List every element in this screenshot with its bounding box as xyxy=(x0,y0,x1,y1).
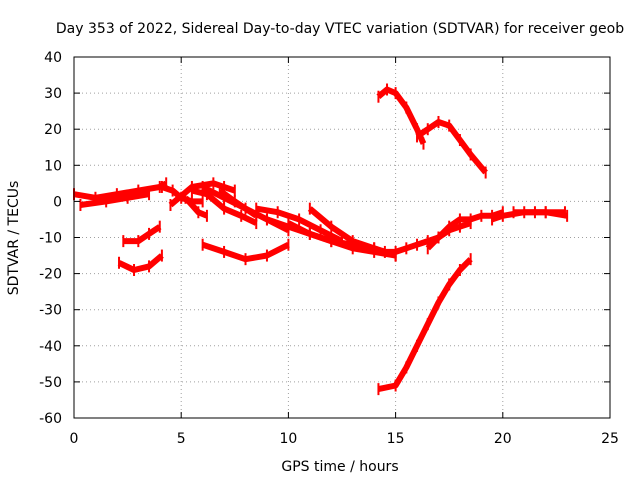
y-tick-label: 0 xyxy=(53,194,62,210)
series-line-track-20 xyxy=(376,86,427,145)
x-axis-label: GPS time / hours xyxy=(281,459,398,475)
y-tick-label: -50 xyxy=(39,375,62,391)
series-line-track-3 xyxy=(123,224,162,245)
y-tick-label: -10 xyxy=(39,231,62,247)
chart-title: Day 353 of 2022, Sidereal Day-to-day VTE… xyxy=(56,21,624,37)
y-tick-label: 30 xyxy=(44,86,62,102)
x-axis-ticks: 0 5 10 15 20 25 xyxy=(70,57,619,447)
y-tick-label: 40 xyxy=(44,50,62,66)
y-axis-ticks: -60 -50 -40 -30 -20 -10 0 10 20 30 40 xyxy=(39,50,610,427)
y-tick-label: -30 xyxy=(39,303,62,319)
x-tick-label: 10 xyxy=(279,431,297,447)
y-tick-label: -20 xyxy=(39,267,62,283)
series-line-track-2 xyxy=(79,191,150,208)
x-tick-label: 15 xyxy=(387,431,405,447)
data-series xyxy=(73,83,569,396)
series-line-track-17 xyxy=(425,209,504,251)
y-tick-label: -60 xyxy=(39,411,62,427)
x-tick-label: 5 xyxy=(177,431,186,447)
y-axis-label: SDTVAR / TECUs xyxy=(6,181,22,296)
y-tick-label: -40 xyxy=(39,339,62,355)
y-tick-label: 20 xyxy=(44,122,62,138)
x-tick-label: 20 xyxy=(494,431,512,447)
x-tick-label: 0 xyxy=(70,431,79,447)
x-tick-label: 25 xyxy=(601,431,619,447)
series-line-track-4 xyxy=(117,253,164,273)
y-tick-label: 10 xyxy=(44,158,62,174)
